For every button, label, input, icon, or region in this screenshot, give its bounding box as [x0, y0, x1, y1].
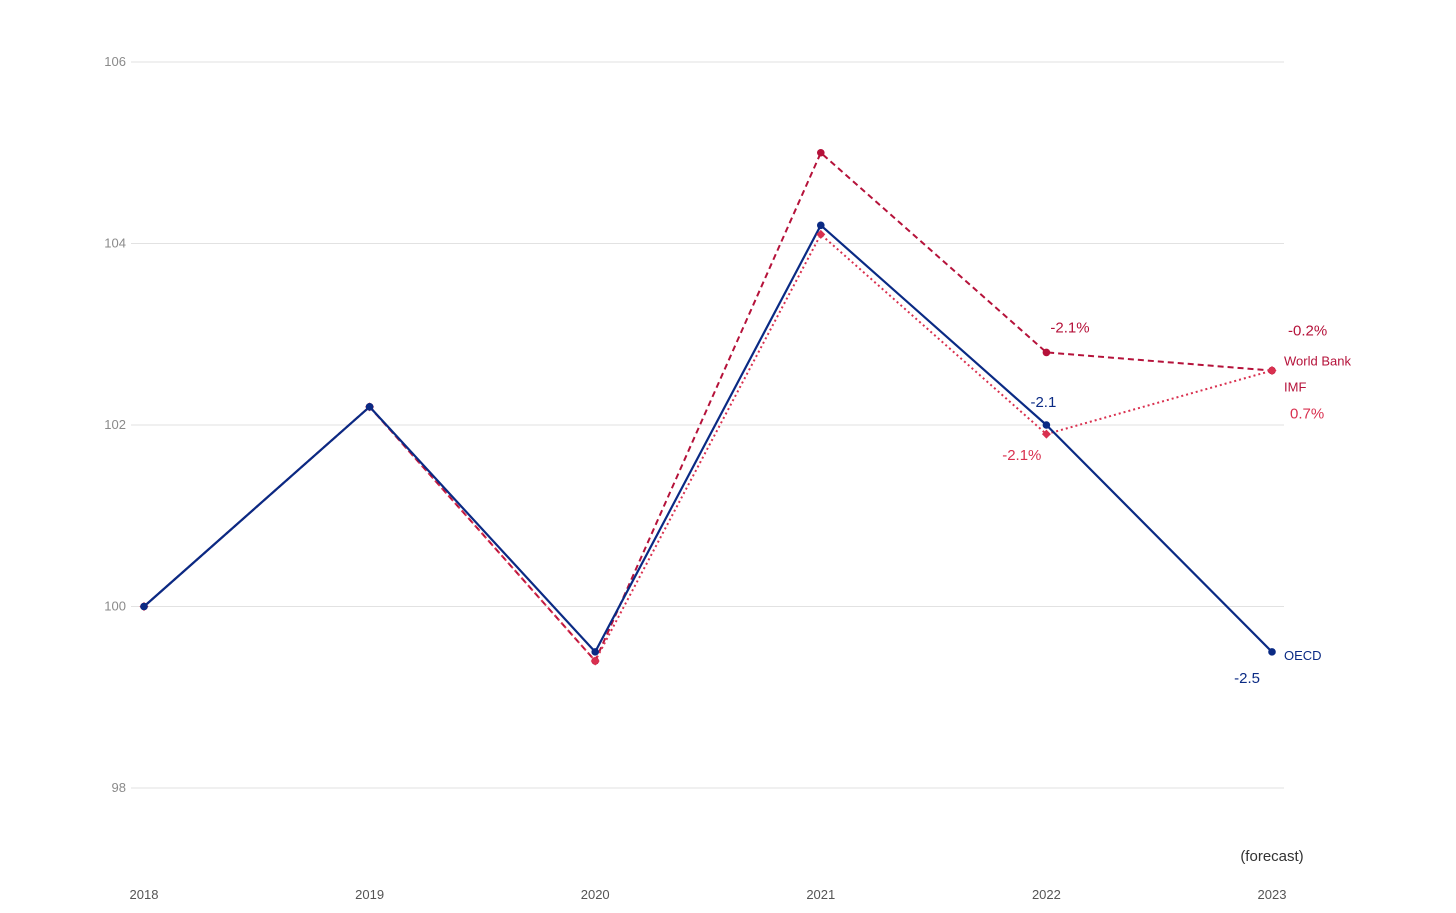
data-point-oecd-2020	[591, 648, 599, 656]
x-axis-ticks: 2018 2019 2020 2021 2022 2023	[130, 887, 1287, 902]
x-tick-label: 2021	[806, 887, 835, 902]
y-tick-label: 102	[104, 417, 126, 432]
data-label: -2.1	[1030, 394, 1056, 411]
series-label-oecd: OECD	[1284, 648, 1322, 663]
x-tick-label: 2019	[355, 887, 384, 902]
y-tick-label: 104	[104, 236, 126, 251]
y-axis-ticks: 98 100 102 104 106	[104, 54, 126, 795]
series-line-oecd	[143, 224, 1273, 653]
gridlines	[131, 61, 1284, 789]
y-tick-label: 98	[112, 780, 126, 795]
forecast-note: (forecast)	[1240, 848, 1303, 865]
x-tick-label: 2022	[1032, 887, 1061, 902]
data-label: -2.5	[1234, 670, 1260, 687]
data-point-oecd-2018	[140, 602, 148, 611]
data-point-oecd-2021	[817, 221, 825, 230]
data-point-oecd-2023	[1268, 648, 1276, 656]
data-label: -2.1%	[1002, 447, 1041, 464]
y-tick-label: 106	[104, 54, 126, 69]
data-label: 0.7%	[1290, 406, 1324, 423]
series-markers	[139, 148, 1277, 666]
data-point-imf-2023	[1267, 366, 1277, 376]
data-point-imf-2021	[816, 229, 826, 239]
data-point-oecd-2022	[1042, 421, 1051, 429]
data-label: -0.2%	[1288, 323, 1327, 340]
data-annotations: -2.1% -0.2% -2.1 -2.1% 0.7% -2.5	[1002, 319, 1327, 686]
series-line-world-bank	[143, 151, 1273, 662]
series-line-imf	[143, 233, 1273, 662]
x-tick-label: 2020	[581, 887, 610, 902]
data-point-imf-2020	[590, 656, 600, 666]
series-lines	[143, 151, 1273, 662]
data-point-oecd-2019	[365, 403, 374, 411]
series-label-world-bank: World Bank	[1284, 354, 1351, 369]
y-tick-label: 100	[104, 599, 126, 614]
data-label: -2.1%	[1050, 319, 1089, 336]
data-point-imf-2022	[1041, 429, 1051, 439]
series-label-imf: IMF	[1284, 380, 1306, 395]
series-labels: World Bank IMF OECD	[1284, 354, 1351, 663]
x-tick-label: 2018	[130, 887, 159, 902]
data-point-world-bank-2022	[1042, 348, 1051, 357]
data-point-world-bank-2021	[817, 148, 825, 157]
x-tick-label: 2023	[1258, 887, 1287, 902]
